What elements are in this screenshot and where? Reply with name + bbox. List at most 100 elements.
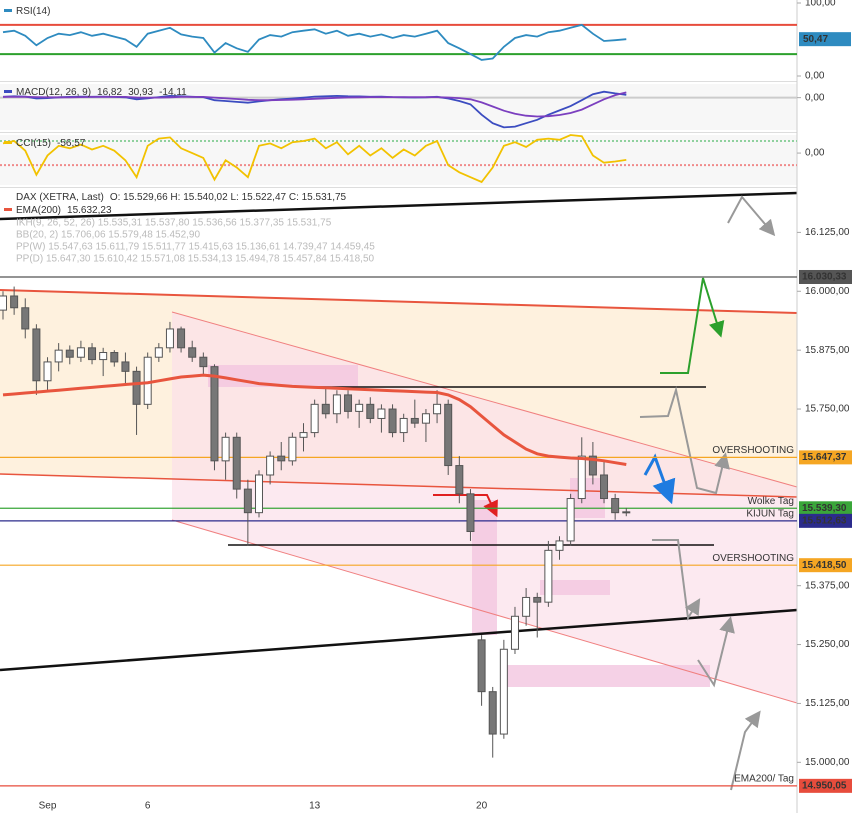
panel-separator [0, 132, 797, 133]
legend-swatch [4, 9, 12, 12]
x-tick-label: 20 [476, 801, 488, 812]
trend-line [0, 191, 798, 221]
y-tick-label: 15.250,00 [805, 639, 850, 650]
price-tag-label: 15.647,37 [802, 452, 847, 463]
arrow [660, 277, 725, 374]
panel-bg [0, 84, 797, 130]
price-tag-label: 14.950,05 [802, 780, 847, 791]
y-tick-label: 15.125,00 [805, 698, 850, 709]
candle-body [588, 455, 597, 476]
candle-body [600, 474, 609, 500]
candle-body [32, 328, 41, 382]
channel-line [171, 519, 798, 704]
candle-body [611, 498, 620, 514]
indicator-name: RSI(14) [16, 6, 50, 17]
panel-title: CCI(15) -56,57 [16, 138, 86, 149]
legend-entry: EMA(200) 15.632,23 [16, 205, 112, 216]
candle-body [54, 349, 63, 363]
price-tag [799, 513, 852, 528]
candle-body [188, 347, 197, 358]
price-tag [799, 778, 852, 793]
candle-body [0, 295, 7, 311]
y-tick-label: 100,00 [805, 0, 836, 9]
drawings [0, 0, 798, 813]
candle-body [444, 403, 453, 467]
candle-body [577, 455, 586, 500]
legend-swatch [4, 90, 12, 93]
candle-body [510, 615, 519, 650]
candle-body [21, 307, 30, 330]
panel-bg [0, 135, 797, 185]
candle-body [544, 549, 553, 603]
trend-line [0, 608, 798, 672]
y-tick-label: 16.125,00 [805, 227, 850, 238]
y-tick-label: 0,00 [805, 148, 825, 159]
trend-line [0, 289, 798, 314]
price-tag-label: 50,47 [803, 34, 828, 45]
candle-body [310, 403, 319, 434]
arrow [727, 195, 776, 237]
y-tick-label: 0,00 [805, 71, 825, 82]
y-tick-label: 16.000,00 [805, 286, 850, 297]
zone-box [540, 580, 610, 595]
candle-body [288, 436, 297, 462]
candle-body [321, 403, 330, 415]
candle-body [88, 347, 97, 361]
y-tick-label: 15.875,00 [805, 345, 850, 356]
candle-body [299, 432, 308, 438]
zone-box [570, 478, 605, 518]
arrow [697, 616, 735, 688]
x-tick-label: Sep [39, 801, 57, 812]
panel-title: MACD(12, 26, 9) 16,82 30,93 -14,11 [16, 87, 187, 98]
candle-body [433, 403, 442, 415]
legend-swatch [4, 208, 12, 211]
legend-entry: PP(D) 15.647,30 15.610,42 15.571,08 15.5… [16, 254, 375, 265]
indicator-value: -56,57 [57, 138, 86, 149]
level-note: OVERSHOOTING [712, 553, 794, 564]
candle-body [344, 394, 353, 412]
price-tag-label: 15.418,50 [802, 560, 847, 571]
indicator-value: -14,11 [159, 87, 187, 98]
level-note: Wolke Tag [748, 496, 794, 507]
indicator-name: MACD(12, 26, 9) [16, 87, 91, 98]
series-line [2, 373, 627, 466]
series-line [2, 134, 627, 184]
level-note: KIJUN Tag [746, 508, 794, 519]
legend-name: DAX (XETRA, Last) [16, 192, 104, 203]
price-tag [799, 501, 852, 516]
panel-separator [0, 81, 797, 82]
zone-box [472, 500, 497, 635]
candle-body [266, 455, 275, 476]
candle-body [165, 328, 174, 349]
candle-body [43, 361, 52, 382]
candle-body [277, 455, 286, 462]
candle-body [154, 347, 163, 358]
legend-swatch [4, 141, 12, 144]
candle-body [410, 417, 419, 424]
series-line [2, 23, 627, 61]
price-tag [799, 32, 851, 47]
candle-body [99, 352, 108, 361]
arrow [433, 494, 498, 518]
candle-body [455, 465, 464, 495]
y-tick-label: 15.750,00 [805, 404, 850, 415]
indicator-value: 16,82 [97, 87, 122, 98]
candle-body [488, 691, 497, 735]
candle-body [332, 394, 341, 415]
candle-body [377, 408, 386, 419]
y-tick-label: 15.375,00 [805, 580, 850, 591]
candle-body [366, 403, 375, 419]
level-note: OVERSHOOTING [712, 445, 794, 456]
legend-entry: PP(W) 15.547,63 15.611,79 15.511,77 15.4… [16, 242, 375, 253]
candle-body [221, 436, 230, 462]
indicator-value: 30,93 [128, 87, 153, 98]
panel-separator [0, 187, 797, 188]
price-tag [799, 269, 852, 284]
candle-body [65, 349, 74, 358]
legend-name: EMA(200) [16, 205, 61, 216]
candle-body [477, 639, 486, 693]
series-line [2, 91, 627, 118]
arrow [730, 710, 761, 791]
candle-body [199, 356, 208, 368]
